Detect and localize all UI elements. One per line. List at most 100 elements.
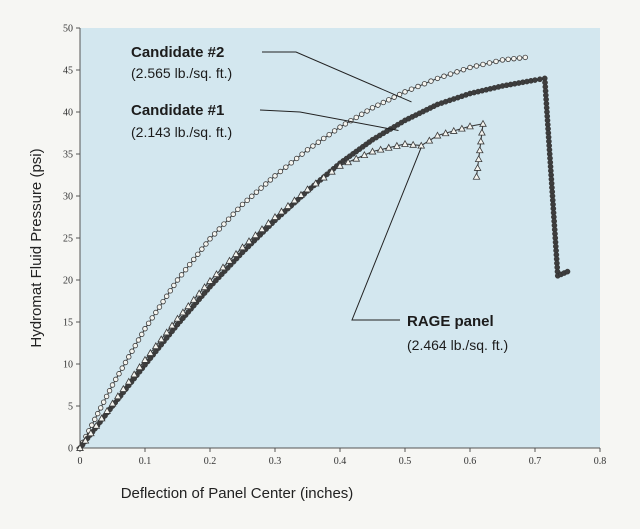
rage-panel-marker	[114, 392, 122, 400]
candidate-2-marker	[493, 58, 499, 65]
candidate-1-annotation-label: Candidate #1	[131, 102, 224, 119]
candidate-2-marker	[142, 326, 148, 332]
rage-panel-marker	[327, 167, 336, 175]
rage-panel-marker	[81, 436, 90, 444]
candidate-2-leader-line	[262, 51, 412, 103]
candidate-2-annotation: Candidate #2 (2.565 lb./sq. ft.)	[131, 44, 412, 103]
x-tick-label: 0.6	[464, 456, 477, 467]
rage-panel-marker	[168, 321, 176, 329]
candidate-2-marker	[216, 226, 222, 232]
rage-panel-marker	[284, 201, 292, 209]
rage-panel-marker	[200, 283, 209, 291]
candidate-2-marker	[132, 342, 138, 349]
series-layer	[76, 54, 571, 451]
rage-panel-annotation-label: RAGE panel	[407, 313, 494, 330]
candidate-2-marker	[310, 143, 316, 149]
candidate-2-marker	[277, 168, 284, 175]
x-tick-label: 0.4	[334, 456, 347, 467]
rage-panel-marker	[245, 237, 253, 245]
candidate-2-marker	[178, 272, 185, 278]
candidate-2-marker	[353, 114, 359, 121]
rage-panel-marker	[238, 243, 247, 251]
candidate-2-marker	[239, 201, 246, 208]
candidate-2-marker	[116, 371, 122, 377]
candidate-2-marker	[95, 410, 101, 417]
x-tick-label: 0.1	[139, 456, 152, 467]
candidate-1-annotation: Candidate #1 (2.143 lb./sq. ft.)	[131, 102, 399, 140]
rage-panel-marker	[162, 328, 171, 336]
candidate-2-marker	[113, 376, 119, 383]
rage-panel-marker	[352, 154, 361, 162]
candidate-2-annotation-label: Candidate #2	[131, 44, 224, 61]
rage-panel-marker	[157, 335, 166, 343]
candidate-2-marker	[244, 197, 250, 204]
rage-panel-marker	[409, 140, 418, 148]
rage-panel-annotation: RAGE panel (2.464 lb./sq. ft.)	[351, 147, 508, 353]
x-tick-label: 0.7	[529, 456, 542, 467]
candidate-2-marker	[211, 231, 218, 237]
y-tick-label: 5	[68, 402, 73, 413]
plot-background	[80, 28, 600, 448]
x-axis-label: Deflection of Panel Center (inches)	[121, 485, 354, 502]
candidate-2-marker	[182, 267, 189, 273]
candidate-2-marker	[145, 320, 152, 327]
candidate-2-marker	[167, 288, 173, 294]
rage-panel-marker	[336, 161, 344, 169]
rage-panel-marker	[258, 225, 266, 233]
rage-panel-marker	[457, 124, 466, 132]
candidate-2-marker	[288, 160, 294, 166]
candidate-2-marker	[149, 315, 155, 321]
candidate-2-marker	[109, 382, 116, 388]
rage-panel-marker	[384, 143, 393, 151]
rage-panel-marker	[376, 145, 385, 153]
rage-panel-marker	[479, 119, 487, 127]
candidate-2-marker	[441, 73, 447, 79]
rage-panel-marker	[212, 270, 221, 278]
rage-panel-marker	[184, 302, 193, 310]
candidate-2-marker	[505, 56, 511, 62]
candidate-2-marker	[135, 337, 142, 343]
rage-panel-marker	[466, 122, 474, 130]
candidate-2-marker	[186, 261, 193, 268]
candidate-2-marker	[253, 189, 260, 195]
candidate-2-marker	[249, 193, 255, 199]
candidate-2-marker	[89, 422, 95, 428]
candidate-2-marker	[230, 211, 236, 217]
rage-panel-marker	[151, 342, 160, 350]
rage-panel-marker	[311, 179, 320, 187]
candidate-2-marker	[428, 78, 434, 84]
y-tick-label: 20	[63, 276, 73, 287]
candidate-2-marker	[364, 108, 370, 114]
rage-panel-marker	[297, 190, 305, 198]
candidate-2-marker	[119, 365, 125, 371]
rage-panel-marker	[368, 147, 377, 155]
rage-panel-marker	[179, 308, 187, 316]
candidate-2-series	[77, 54, 528, 451]
x-tick-label: 0.3	[269, 456, 282, 467]
y-tick-label: 15	[63, 318, 73, 329]
candidate-2-marker	[375, 102, 381, 108]
candidate-1-annotation-weight: (2.143 lb./sq. ft.)	[131, 124, 232, 140]
candidate-1-series	[77, 75, 571, 451]
candidate-2-marker	[129, 348, 135, 354]
candidate-2-marker	[386, 97, 392, 103]
rage-panel-marker	[473, 163, 482, 171]
annotation-layer: Candidate #2(2.565 lb./sq. ft.)Candidate…	[131, 44, 508, 353]
candidate-2-marker	[304, 147, 311, 153]
candidate-2-marker	[199, 246, 205, 252]
x-tick-label: 0.5	[399, 456, 412, 467]
rage-panel-marker	[264, 219, 273, 227]
candidate-2-marker	[511, 55, 517, 62]
candidate-2-marker	[174, 277, 181, 283]
candidate-2-marker	[126, 354, 132, 360]
rage-panel-marker	[173, 314, 182, 322]
rage-panel-marker	[360, 151, 369, 159]
rage-panel-marker	[433, 131, 442, 139]
candidate-2-marker	[369, 105, 376, 111]
candidate-2-marker	[337, 124, 343, 130]
candidate-2-marker	[263, 181, 269, 187]
y-axis-label: Hydromat Fluid Pressure (psi)	[28, 148, 45, 347]
y-tick-label: 45	[63, 66, 73, 77]
rage-panel-marker	[271, 212, 279, 220]
candidate-2-marker	[499, 57, 506, 63]
